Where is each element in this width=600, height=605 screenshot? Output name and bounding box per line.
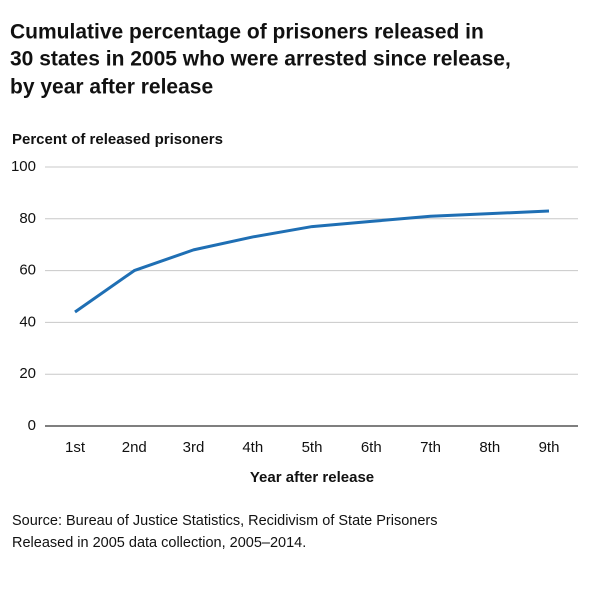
x-axis-title: Year after release (250, 469, 374, 486)
source-note: Source: Bureau of Justice Statistics, Re… (12, 513, 438, 529)
data-line (74, 209, 550, 314)
y-axis-title: Percent of released prisoners (12, 131, 223, 148)
x-tick-label: 5th (302, 439, 323, 456)
x-tick-label: 3rd (183, 439, 205, 456)
x-tick-label: 2nd (122, 439, 147, 456)
y-tick-label: 20 (19, 365, 36, 382)
x-tick-label: 1st (65, 439, 86, 456)
x-tick-label: 4th (242, 439, 263, 456)
chart-title: by year after release (10, 76, 213, 99)
chart-title: 30 states in 2005 who were arrested sinc… (10, 48, 511, 71)
y-tick-label: 0 (28, 417, 36, 434)
y-tick-label: 100 (11, 158, 36, 175)
source-note: Released in 2005 data collection, 2005–2… (12, 535, 306, 551)
y-tick-label: 40 (19, 313, 36, 330)
x-tick-label: 7th (420, 439, 441, 456)
x-tick-label: 6th (361, 439, 382, 456)
chart-title: Cumulative percentage of prisoners relea… (10, 21, 484, 44)
y-tick-label: 60 (19, 262, 36, 279)
y-tick-label: 80 (19, 210, 36, 227)
x-tick-label: 8th (479, 439, 500, 456)
x-tick-label: 9th (539, 439, 560, 456)
